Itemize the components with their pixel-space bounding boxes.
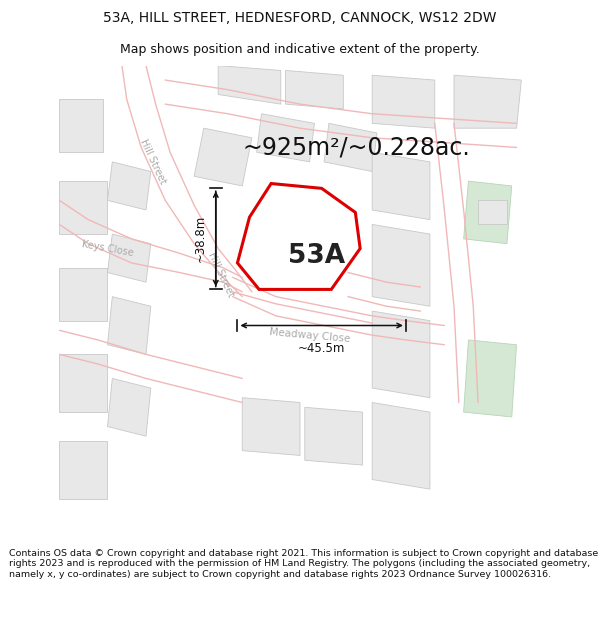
Polygon shape [454,75,521,128]
Polygon shape [107,297,151,354]
Text: 53A: 53A [288,242,346,269]
Text: Contains OS data © Crown copyright and database right 2021. This information is : Contains OS data © Crown copyright and d… [9,549,598,579]
Text: Map shows position and indicative extent of the property.: Map shows position and indicative extent… [120,42,480,56]
Text: 53A, HILL STREET, HEDNESFORD, CANNOCK, WS12 2DW: 53A, HILL STREET, HEDNESFORD, CANNOCK, W… [103,11,497,26]
Polygon shape [372,311,430,398]
Polygon shape [59,181,107,234]
Polygon shape [372,152,430,219]
Polygon shape [107,378,151,436]
Text: ~925m²/~0.228ac.: ~925m²/~0.228ac. [242,136,470,159]
Polygon shape [107,162,151,210]
Polygon shape [107,234,151,282]
Polygon shape [478,201,507,224]
Text: Hill Street: Hill Street [139,138,168,186]
Polygon shape [257,114,314,162]
Polygon shape [464,181,512,244]
Text: Hill Street: Hill Street [206,251,235,299]
Polygon shape [238,184,360,289]
Polygon shape [59,99,103,152]
Polygon shape [372,402,430,489]
Text: ~38.8m: ~38.8m [194,215,207,262]
Text: ~45.5m: ~45.5m [298,342,346,356]
Text: Meadway Close: Meadway Close [269,327,350,344]
Polygon shape [305,408,362,465]
Polygon shape [286,71,343,109]
Polygon shape [372,224,430,306]
Polygon shape [218,66,281,104]
Polygon shape [194,128,252,186]
Polygon shape [372,75,435,128]
Polygon shape [59,441,107,499]
Polygon shape [242,398,300,456]
Polygon shape [464,340,517,417]
Polygon shape [59,268,107,321]
Polygon shape [324,123,377,171]
Text: Keys Close: Keys Close [81,239,134,258]
Polygon shape [59,354,107,412]
